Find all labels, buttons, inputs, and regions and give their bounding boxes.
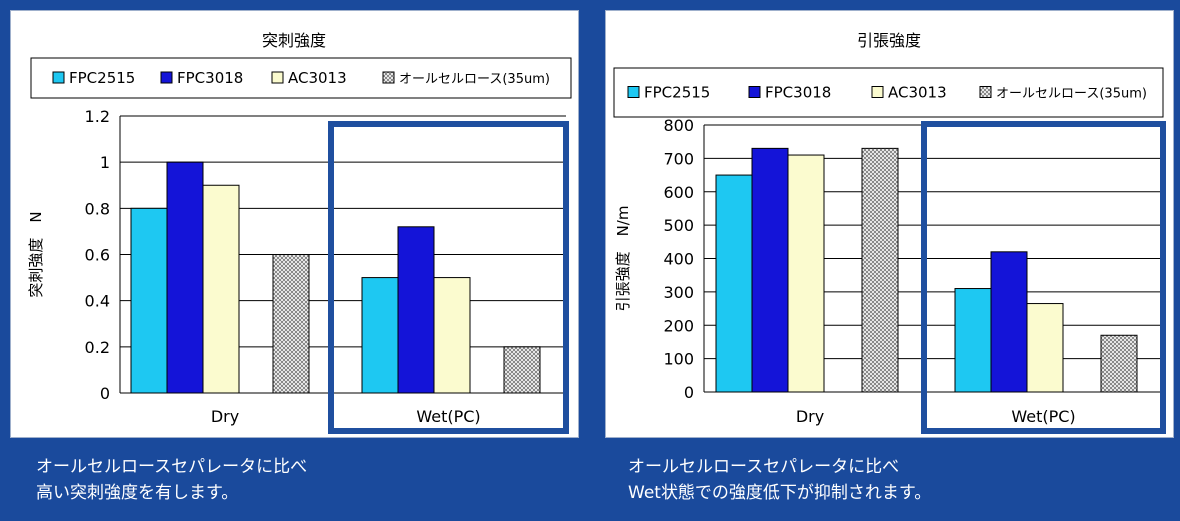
- y-tick-label: 0.4: [85, 292, 110, 311]
- x-category-label-dry: Dry: [211, 407, 239, 426]
- legend-label-4: オールセルロース(35um): [399, 72, 550, 87]
- y-tick-label: 500: [663, 216, 694, 235]
- caption-left-line-1: オールセルロースセパレータに比べ: [36, 457, 308, 477]
- caption-left: オールセルロースセパレータに比べ 高い突刺強度を有します。: [36, 454, 307, 506]
- bar-dry-series-2: [166, 161, 204, 394]
- legend-label-1: FPC2515: [69, 69, 135, 87]
- legend-box: [613, 67, 1164, 118]
- legend-swatch-1: [52, 71, 65, 84]
- tensile-strength-chart: 引張強度 FPC2515 FPC3018 AC3013 オールセルロース(35um) 0 1…: [613, 31, 1166, 434]
- caption-right-line-2: Wet状態での強度低下が抑制されます。: [628, 483, 932, 503]
- bar-wetpc-series-3: [1026, 303, 1064, 393]
- y-tick-label: 0.6: [85, 246, 110, 265]
- caption-right-line-1: オールセルロースセパレータに比べ: [628, 457, 900, 477]
- y-tick-label: 1: [100, 153, 110, 172]
- tensile-strength-chart-panel: 引張強度 FPC2515 FPC3018 AC3013 オールセルロース(35um) 0 1…: [605, 10, 1174, 438]
- bar-wetpc-series-1: [954, 288, 992, 393]
- x-category-label-dry: Dry: [796, 407, 824, 426]
- y-tick-label: 0: [684, 383, 694, 402]
- bar-dry-series-2: [751, 147, 789, 393]
- legend-box: [30, 57, 572, 99]
- legend-swatch-4: [979, 86, 992, 98]
- y-tick-label: 300: [663, 283, 694, 302]
- y-tick-label: 0: [100, 384, 110, 403]
- legend-swatch-4: [382, 71, 395, 84]
- x-category-label-wetpc: Wet(PC): [1011, 407, 1075, 426]
- y-tick-label: 200: [663, 316, 694, 335]
- chart-title: 突刺強度: [262, 31, 326, 50]
- y-tick-label: 600: [663, 183, 694, 202]
- bar-dry-series-1: [130, 207, 168, 394]
- x-category-label-wetpc: Wet(PC): [416, 407, 480, 426]
- y-tick-label: 0.8: [85, 199, 110, 218]
- bar-dry-series-4: [861, 147, 899, 393]
- bar-dry-series-4: [272, 254, 310, 394]
- bar-dry-series-3: [202, 184, 240, 394]
- y-tick-label: 0.2: [85, 338, 110, 357]
- legend-swatch-3: [871, 86, 884, 98]
- legend-label-4: オールセルロース(35um): [996, 87, 1147, 102]
- bar-wetpc-series-4: [1100, 334, 1138, 393]
- bar-wetpc-series-4: [503, 346, 541, 394]
- legend-label-1: FPC2515: [644, 84, 710, 102]
- legend-label-2: FPC3018: [177, 69, 243, 87]
- wet-highlight-box: [328, 121, 569, 434]
- caption-right: オールセルロースセパレータに比べ Wet状態での強度低下が抑制されます。: [628, 454, 931, 506]
- bar-wetpc-series-2: [990, 251, 1028, 393]
- y-tick-label: 800: [663, 116, 694, 135]
- y-axis-label: 引張強度 N/m: [614, 206, 632, 312]
- legend-label-3: AC3013: [888, 84, 947, 102]
- legend-swatch-1: [627, 86, 640, 98]
- y-tick-label: 400: [663, 250, 694, 269]
- bar-dry-series-3: [787, 154, 825, 393]
- puncture-strength-chart-panel: 突刺強度 FPC2515 FPC3018 AC3013 オールセルロース(35um) 0 0…: [10, 10, 579, 438]
- puncture-strength-chart: 突刺強度 FPC2515 FPC3018 AC3013 オールセルロース(35um) 0 0…: [27, 31, 572, 434]
- y-tick-label: 700: [663, 149, 694, 168]
- legend-label-3: AC3013: [288, 69, 347, 87]
- bar-wetpc-series-1: [361, 277, 399, 394]
- bar-dry-series-1: [715, 174, 753, 393]
- legend-label-2: FPC3018: [765, 84, 831, 102]
- y-tick-label: 1.2: [85, 107, 110, 126]
- legend-swatch-3: [271, 71, 284, 84]
- legend-swatch-2: [160, 71, 173, 84]
- chart-title: 引張強度: [857, 31, 921, 50]
- wet-highlight-box: [921, 121, 1166, 434]
- legend-swatch-2: [748, 86, 761, 98]
- y-tick-label: 100: [663, 350, 694, 369]
- bar-wetpc-series-2: [397, 226, 435, 394]
- bar-wetpc-series-3: [433, 277, 471, 394]
- caption-left-line-2: 高い突刺強度を有します。: [36, 483, 239, 503]
- y-axis-label: 突刺強度 N: [27, 211, 45, 297]
